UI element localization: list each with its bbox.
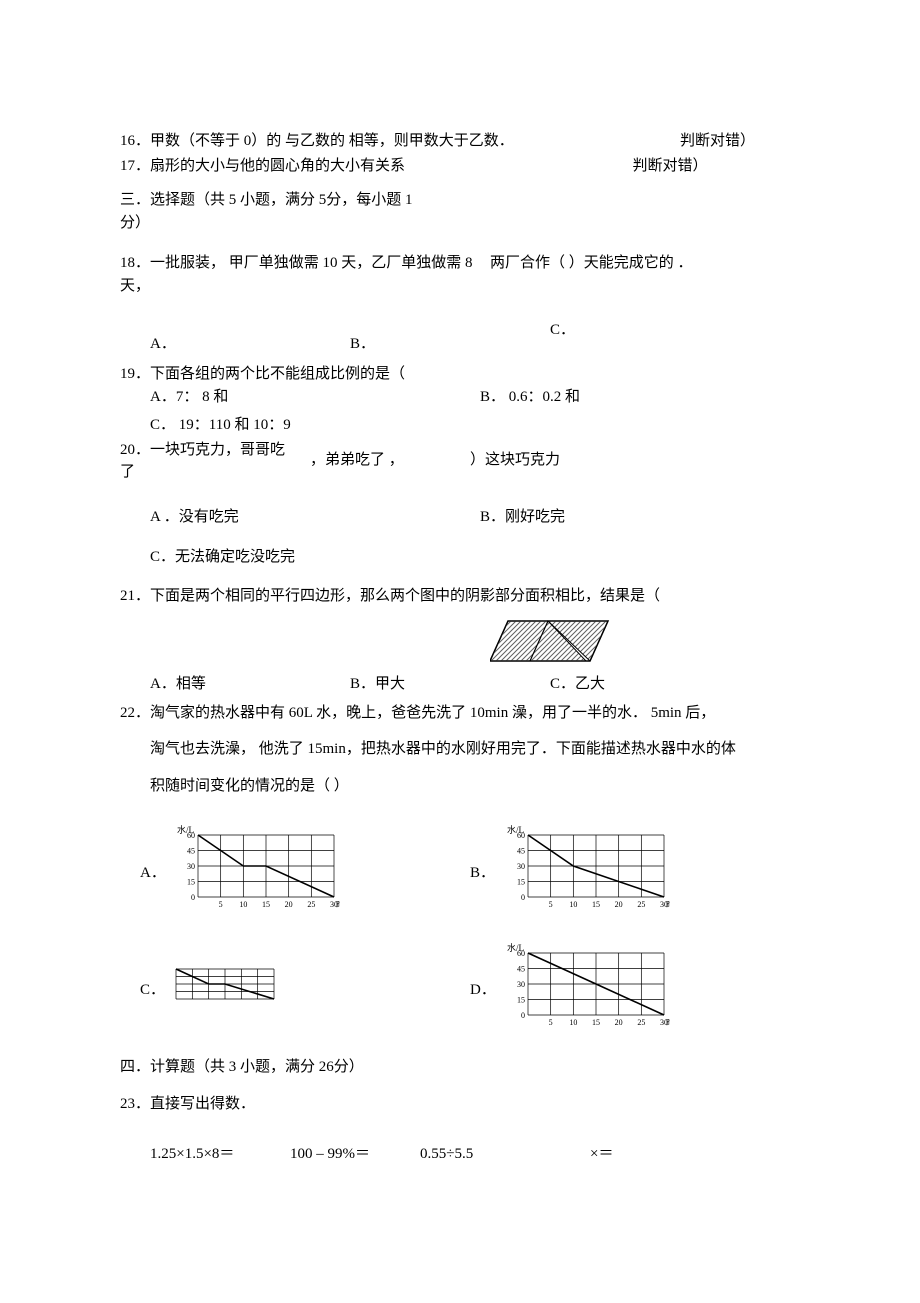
- q19-stem: 19．下面各组的两个比不能组成比例的是（: [120, 363, 800, 386]
- svg-text:45: 45: [517, 964, 525, 973]
- section3-line1: 三．选择题（共 5 小题，满分 5分，每小题 1: [120, 189, 800, 212]
- q20-tail: ）这块巧克力: [470, 439, 560, 472]
- svg-text:60: 60: [517, 949, 525, 958]
- svg-text:60: 60: [517, 831, 525, 840]
- q20-line1a: 20．一块巧克力，哥哥吃: [120, 439, 310, 462]
- q18-opt-a: A．: [150, 333, 176, 356]
- q21-opt-c: C．乙大: [550, 673, 605, 696]
- svg-text:15: 15: [262, 900, 270, 909]
- svg-text:15: 15: [592, 900, 600, 909]
- q23-stem: 23．直接写出得数．: [120, 1093, 800, 1116]
- q22-graph-c: [170, 957, 280, 1025]
- q17-judge: 判断对错）: [540, 155, 800, 178]
- q19-opt-a: A．7： 8 和: [120, 386, 480, 409]
- svg-text:25: 25: [307, 900, 315, 909]
- q22-label-b: B．: [470, 862, 490, 885]
- section3-line2: 分）: [120, 212, 800, 235]
- q18-part3: 天，: [120, 275, 800, 298]
- svg-text:45: 45: [187, 847, 195, 856]
- q21-opt-b: B．甲大: [350, 673, 550, 696]
- svg-text:25: 25: [637, 900, 645, 909]
- svg-text:15: 15: [517, 878, 525, 887]
- q17-text: 17．扇形的大小与他的圆心角的大小有关系: [120, 155, 540, 178]
- q22-graph-d: 水/L60453015051015202530时间/min: [500, 941, 670, 1041]
- svg-text:5: 5: [549, 1018, 553, 1027]
- svg-text:20: 20: [615, 900, 623, 909]
- svg-text:20: 20: [285, 900, 293, 909]
- svg-text:10: 10: [569, 1018, 577, 1027]
- q18-opt-b: B．: [350, 333, 375, 356]
- svg-text:15: 15: [517, 995, 525, 1004]
- svg-text:30: 30: [187, 862, 195, 871]
- svg-text:45: 45: [517, 847, 525, 856]
- q16-judge: 判断对错）: [680, 130, 800, 153]
- q20-opt-a: A ．没有吃完: [120, 506, 480, 529]
- q18-opt-c: C．: [550, 319, 575, 342]
- q18-part2: 两厂合作（ ）天能完成它的 ．: [490, 252, 693, 275]
- q20-opt-c: C．无法确定吃没吃完: [120, 546, 800, 569]
- svg-text:10: 10: [569, 900, 577, 909]
- svg-text:0: 0: [521, 893, 525, 902]
- q22-graph-a: 水/L60453015051015202530时间/min: [170, 823, 340, 923]
- svg-text:25: 25: [637, 1018, 645, 1027]
- svg-text:时间/min: 时间/min: [666, 1017, 670, 1027]
- q21-figure: [490, 617, 800, 665]
- question-17: 17．扇形的大小与他的圆心角的大小有关系 判断对错）: [120, 155, 800, 178]
- question-20: 20．一块巧克力，哥哥吃 了 ，弟弟吃了 ， ）这块巧克力 A ．没有吃完 B．…: [120, 439, 800, 569]
- svg-text:时间/min: 时间/min: [666, 899, 670, 909]
- section-4-heading: 四．计算题（共 3 小题，满分 26分）: [120, 1056, 800, 1079]
- svg-text:0: 0: [191, 893, 195, 902]
- question-16: 16．甲数（不等于 0）的 与乙数的 相等，则甲数大于乙数． 判断对错）: [120, 130, 800, 153]
- q23-c3: 0.55÷5.5: [420, 1135, 590, 1166]
- question-21: 21．下面是两个相同的平行四边形，那么两个图中的阴影部分面积相比，结果是（ A．…: [120, 585, 800, 696]
- q20-mid: ，弟弟吃了 ，: [310, 439, 470, 472]
- q22-label-c: C．: [140, 979, 160, 1002]
- q18-part1: 18．一批服装， 甲厂单独做需 10 天，乙厂单独做需 8: [120, 252, 490, 275]
- question-18: 18．一批服装， 甲厂单独做需 10 天，乙厂单独做需 8 两厂合作（ ）天能完…: [120, 252, 800, 353]
- q20-opt-b: B．刚好吃完: [480, 506, 565, 529]
- q19-opt-c: C． 19：110 和 10：9: [120, 414, 800, 437]
- question-22: 22．淘气家的热水器中有 60L 水，晚上，爸爸先洗了 10min 澡，用了一半…: [120, 702, 800, 1041]
- svg-text:30: 30: [517, 980, 525, 989]
- question-19: 19．下面各组的两个比不能组成比例的是（ A．7： 8 和 B． 0.6：0.2…: [120, 363, 800, 437]
- q23-c2: 100 – 99%＝: [290, 1143, 420, 1166]
- q22-graph-b: 水/L60453015051015202530时间/min: [500, 823, 670, 923]
- q19-opt-b: B． 0.6：0.2 和: [480, 386, 580, 409]
- q21-stem: 21．下面是两个相同的平行四边形，那么两个图中的阴影部分面积相比，结果是（: [120, 585, 800, 608]
- q22-label-a: A．: [140, 862, 160, 885]
- svg-text:20: 20: [615, 1018, 623, 1027]
- svg-text:10: 10: [239, 900, 247, 909]
- q23-c4: ×＝: [590, 1135, 670, 1166]
- svg-text:5: 5: [219, 900, 223, 909]
- q22-line1: 22．淘气家的热水器中有 60L 水，晚上，爸爸先洗了 10min 澡，用了一半…: [120, 702, 800, 725]
- svg-text:30: 30: [517, 862, 525, 871]
- q22-line2: 淘气也去洗澡， 他洗了 15min，把热水器中的水刚好用完了．下面能描述热水器中…: [120, 738, 800, 761]
- q22-line3: 积随时间变化的情况的是（ ）: [120, 775, 800, 798]
- q23-c1: 1.25×1.5×8＝: [150, 1143, 290, 1166]
- q22-label-d: D．: [470, 979, 490, 1002]
- q21-opt-a: A．相等: [150, 673, 350, 696]
- section-3-heading: 三．选择题（共 5 小题，满分 5分，每小题 1 分）: [120, 189, 800, 234]
- svg-text:15: 15: [187, 878, 195, 887]
- svg-text:时间/min: 时间/min: [336, 899, 340, 909]
- svg-text:0: 0: [521, 1011, 525, 1020]
- q20-line1b: 了: [120, 461, 310, 484]
- svg-text:5: 5: [549, 900, 553, 909]
- svg-text:15: 15: [592, 1018, 600, 1027]
- svg-text:60: 60: [187, 831, 195, 840]
- question-23: 23．直接写出得数． 1.25×1.5×8＝ 100 – 99%＝ 0.55÷5…: [120, 1093, 800, 1166]
- q16-text: 16．甲数（不等于 0）的 与乙数的 相等，则甲数大于乙数．: [120, 130, 680, 153]
